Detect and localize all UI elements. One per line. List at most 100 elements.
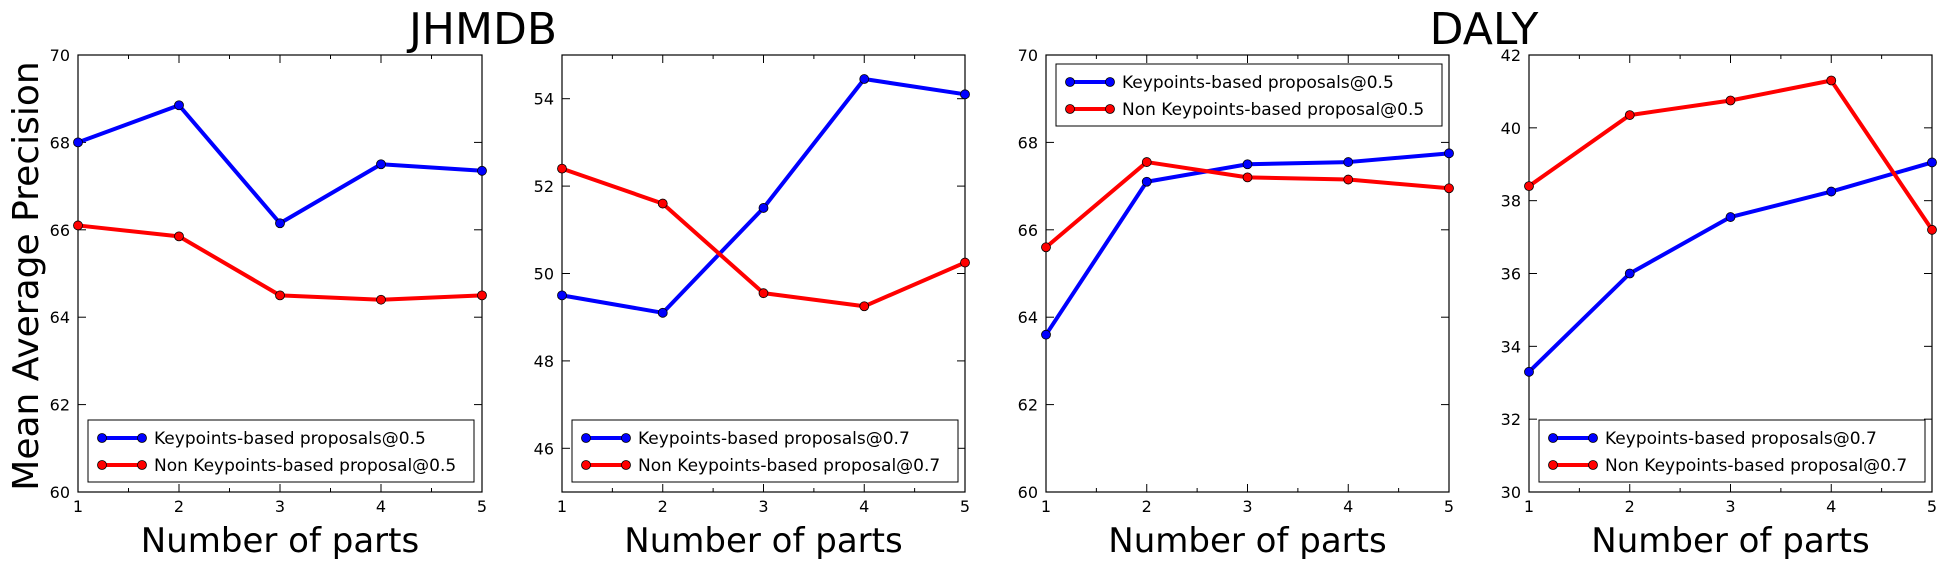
x-tick-label: 3 bbox=[1725, 497, 1735, 516]
legend-box bbox=[87, 419, 475, 483]
data-point bbox=[859, 74, 870, 84]
y-tick-label: 46 bbox=[534, 439, 554, 458]
data-point bbox=[1041, 242, 1051, 253]
plot-frame bbox=[1045, 54, 1450, 493]
y-tick-label: 68 bbox=[1018, 133, 1038, 152]
x-tick-label: 3 bbox=[758, 497, 768, 516]
y-tick-label: 52 bbox=[534, 177, 554, 196]
y-tick-label: 60 bbox=[1018, 483, 1038, 502]
legend-swatch-marker bbox=[97, 433, 107, 443]
legend: Keypoints-based proposals@0.7 Non Keypoin… bbox=[1538, 419, 1926, 483]
legend: Keypoints-based proposals@0.5 Non Keypoin… bbox=[1055, 63, 1443, 127]
chart-panel-2: 1 2 3 4 5 46 48 50 52 54 Number of parts Keypoints-… bbox=[534, 54, 970, 561]
x-tick-label: 5 bbox=[960, 497, 970, 516]
x-tick-label: 2 bbox=[1142, 497, 1152, 516]
data-point bbox=[758, 203, 769, 213]
x-tick-label: 3 bbox=[275, 497, 285, 516]
data-point bbox=[1624, 110, 1635, 120]
y-tick-label: 70 bbox=[1018, 46, 1038, 65]
data-point bbox=[1524, 181, 1534, 192]
y-tick-label: 48 bbox=[534, 352, 554, 371]
y-tick-label: 62 bbox=[1018, 396, 1038, 415]
y-tick-label: 40 bbox=[1501, 119, 1521, 138]
x-tick-label: 3 bbox=[1242, 497, 1252, 516]
x-tick-label: 4 bbox=[859, 497, 869, 516]
x-tick-label: 1 bbox=[73, 497, 83, 516]
y-tick-label: 66 bbox=[50, 221, 70, 240]
legend-box bbox=[1538, 419, 1926, 483]
data-point bbox=[73, 137, 83, 148]
y-tick-label: 32 bbox=[1501, 410, 1521, 429]
data-point bbox=[1444, 183, 1454, 194]
y-tick-label: 38 bbox=[1501, 192, 1521, 211]
legend-swatch-marker bbox=[1065, 77, 1075, 87]
x-tick-label: 5 bbox=[477, 497, 487, 516]
data-point bbox=[1725, 95, 1736, 106]
x-axis-label: Number of parts bbox=[624, 521, 902, 561]
data-point bbox=[657, 307, 668, 318]
data-point bbox=[557, 290, 567, 301]
x-tick-label: 2 bbox=[658, 497, 668, 516]
data-point bbox=[477, 165, 487, 176]
data-point bbox=[275, 218, 285, 229]
legend-label: Non Keypoints-based proposal@0.5 bbox=[1122, 100, 1424, 120]
data-point bbox=[1927, 224, 1937, 235]
y-tick-label: 42 bbox=[1501, 46, 1521, 65]
data-point bbox=[1141, 176, 1152, 187]
legend-swatch-marker bbox=[137, 460, 147, 470]
x-tick-label: 2 bbox=[1625, 497, 1635, 516]
legend-swatch-marker bbox=[1105, 104, 1115, 114]
y-tick-label: 34 bbox=[1501, 337, 1521, 356]
x-tick-label: 4 bbox=[1826, 497, 1836, 516]
chart-panel-1: 1 2 3 4 5 60 62 64 66 68 70 Number of parts Keypoint… bbox=[50, 46, 487, 561]
x-tick-label: 1 bbox=[1041, 497, 1051, 516]
legend-swatch-marker bbox=[1548, 433, 1558, 443]
legend-swatch-marker bbox=[1588, 433, 1598, 443]
legend-label: Non Keypoints-based proposal@0.5 bbox=[154, 456, 456, 476]
legend-box bbox=[1055, 63, 1443, 127]
data-point bbox=[376, 294, 386, 305]
data-point bbox=[1242, 159, 1253, 170]
x-tick-label: 2 bbox=[174, 497, 184, 516]
x-tick-label: 5 bbox=[1444, 497, 1454, 516]
legend-swatch-marker bbox=[1105, 77, 1115, 87]
data-point bbox=[557, 163, 567, 174]
y-tick-label: 60 bbox=[50, 483, 70, 502]
y-tick-label: 64 bbox=[1018, 308, 1038, 327]
x-tick-label: 4 bbox=[1343, 497, 1353, 516]
data-point bbox=[657, 198, 668, 209]
legend-label: Keypoints-based proposals@0.7 bbox=[638, 429, 910, 449]
x-tick-label: 1 bbox=[1524, 497, 1534, 516]
legend-swatch-marker bbox=[581, 433, 591, 443]
legend-swatch-marker bbox=[621, 433, 631, 443]
data-point bbox=[1624, 268, 1635, 279]
x-axis-label: Number of parts bbox=[1108, 521, 1386, 561]
legend-swatch-marker bbox=[1588, 460, 1598, 470]
y-tick-label: 30 bbox=[1501, 483, 1521, 502]
y-tick-label: 70 bbox=[50, 46, 70, 65]
data-point bbox=[859, 301, 870, 312]
legend-swatch-marker bbox=[621, 460, 631, 470]
data-point bbox=[1725, 212, 1736, 222]
y-tick-label: 62 bbox=[50, 396, 70, 415]
data-point bbox=[1826, 75, 1837, 86]
figure-ylabel: Mean Average Precision bbox=[6, 61, 47, 490]
group-title-daly: DALY bbox=[1430, 4, 1539, 55]
chart-panel-3: 1 2 3 4 5 60 62 64 66 68 70 Number of parts Keypoint… bbox=[1018, 46, 1454, 561]
legend-label: Non Keypoints-based proposal@0.7 bbox=[1605, 456, 1907, 476]
data-point bbox=[1343, 157, 1354, 167]
legend-swatch-marker bbox=[97, 460, 107, 470]
data-point bbox=[1343, 174, 1354, 185]
legend: Keypoints-based proposals@0.5 Non Keypoin… bbox=[87, 419, 475, 483]
x-axis-label: Number of parts bbox=[1591, 521, 1869, 561]
y-tick-label: 66 bbox=[1018, 221, 1038, 240]
x-tick-label: 1 bbox=[557, 497, 567, 516]
legend-label: Keypoints-based proposals@0.5 bbox=[1122, 73, 1394, 93]
data-point bbox=[73, 220, 83, 231]
plot-frame bbox=[77, 54, 483, 493]
data-point bbox=[1242, 172, 1253, 183]
data-point bbox=[1524, 366, 1534, 377]
data-point bbox=[960, 89, 970, 100]
